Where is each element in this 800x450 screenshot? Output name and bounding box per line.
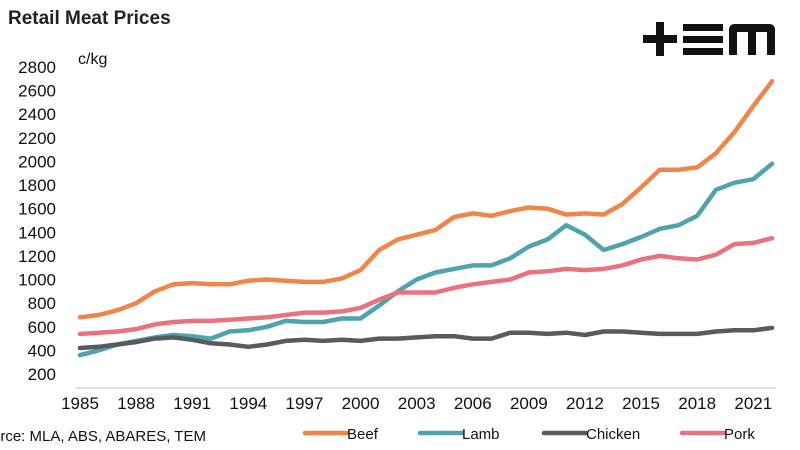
y-tick-label: 1800 [18, 176, 56, 195]
x-tick-label: 2015 [622, 394, 660, 413]
y-axis-label: c/kg [78, 51, 107, 68]
y-tick-label: 800 [28, 294, 56, 313]
legend-label-pork: Pork [724, 426, 755, 443]
x-tick-label: 1991 [173, 394, 211, 413]
x-tick-label: 2021 [734, 394, 772, 413]
y-tick-label: 2800 [18, 58, 56, 77]
y-tick-label: 1200 [18, 247, 56, 266]
series-line-pork [77, 235, 775, 337]
tem-logo-mark [643, 22, 775, 56]
y-tick-label: 2600 [18, 82, 56, 101]
legend-label-lamb: Lamb [462, 426, 500, 443]
x-tick-label: 1997 [286, 394, 324, 413]
source-note: urce: MLA, ABS, ABARES, TEM [0, 428, 206, 445]
y-tick-label: 2200 [18, 129, 56, 148]
y-tick-label: 2000 [18, 152, 56, 171]
series-line-beef [77, 78, 775, 320]
series-lines [77, 78, 775, 358]
x-tick-label: 1985 [61, 394, 99, 413]
series-line-chicken [77, 325, 775, 351]
legend-label-chicken: Chicken [586, 426, 640, 443]
y-tick-label: 1600 [18, 200, 56, 219]
y-tick-label: 1000 [18, 271, 56, 290]
y-tick-label: 200 [28, 365, 56, 384]
x-tick-label: 2018 [678, 394, 716, 413]
legend: Beef Lamb Chicken Pork [302, 426, 755, 443]
y-tick-label: 2400 [18, 105, 56, 124]
x-axis: 1985 1988 1991 1994 1997 2000 2003 2006 2009 2012… [61, 387, 776, 413]
x-tick-label: 2012 [566, 394, 604, 413]
y-tick-label: 1400 [18, 223, 56, 242]
tem-logo [643, 20, 777, 58]
chart-title: Retail Meat Prices [8, 8, 171, 29]
x-tick-label: 2003 [398, 394, 436, 413]
series-line-lamb [77, 161, 775, 358]
legend-label-beef: Beef [347, 426, 379, 443]
x-tick-label: 1994 [229, 394, 267, 413]
x-tick-label: 2000 [342, 394, 380, 413]
y-tick-label: 400 [28, 341, 56, 360]
x-tick-label: 2006 [454, 394, 492, 413]
x-tick-label: 1988 [117, 394, 155, 413]
y-axis-tick-labels: 200 400 600 800 1000 1200 1400 1600 1800 2000 2200… [18, 58, 56, 384]
x-tick-label: 2009 [510, 394, 548, 413]
y-tick-label: 600 [28, 318, 56, 337]
